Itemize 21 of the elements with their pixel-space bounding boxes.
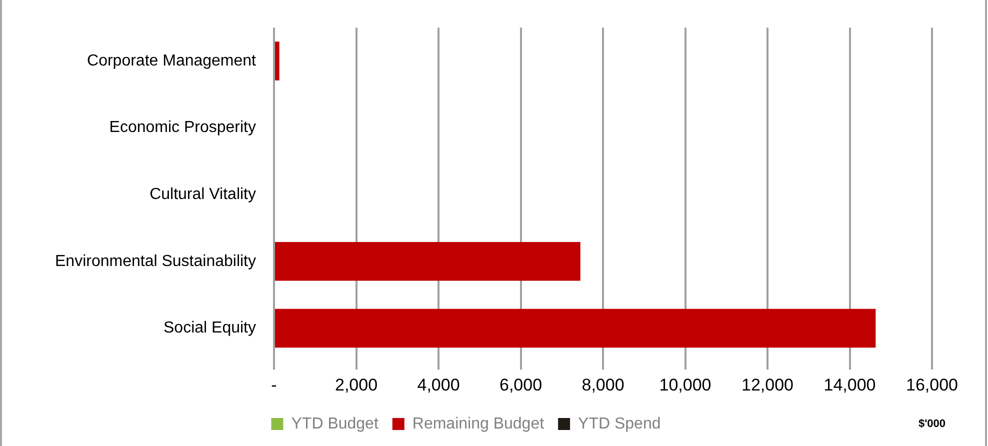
legend-label: YTD Spend: [578, 415, 661, 432]
x-axis-title: $'000: [918, 418, 946, 430]
y-tick-label: Cultural Vitality: [150, 186, 256, 204]
x-tick-label: 16,000: [906, 375, 958, 394]
legend-label: YTD Budget: [291, 415, 379, 432]
x-tick-label: 12,000: [742, 375, 794, 394]
x-tick-label: 14,000: [824, 375, 876, 394]
x-tick-label: 6,000: [499, 375, 542, 394]
y-tick-label: Economic Prosperity: [109, 119, 256, 136]
bar: [275, 242, 580, 281]
y-tick-label: Corporate Management: [87, 52, 257, 70]
x-tick-label: 8,000: [582, 375, 624, 394]
legend-label: Remaining Budget: [412, 415, 545, 432]
y-tick-label: Social Equity: [164, 320, 256, 337]
x-tick-label: 10,000: [659, 375, 712, 394]
x-tick-label: 2,000: [334, 375, 378, 394]
y-tick-label: Environmental Sustainability: [55, 252, 256, 270]
bar: [275, 42, 280, 80]
x-tick-label: -: [271, 375, 277, 394]
bar: [275, 308, 876, 348]
x-tick-label: 4,000: [417, 375, 460, 394]
